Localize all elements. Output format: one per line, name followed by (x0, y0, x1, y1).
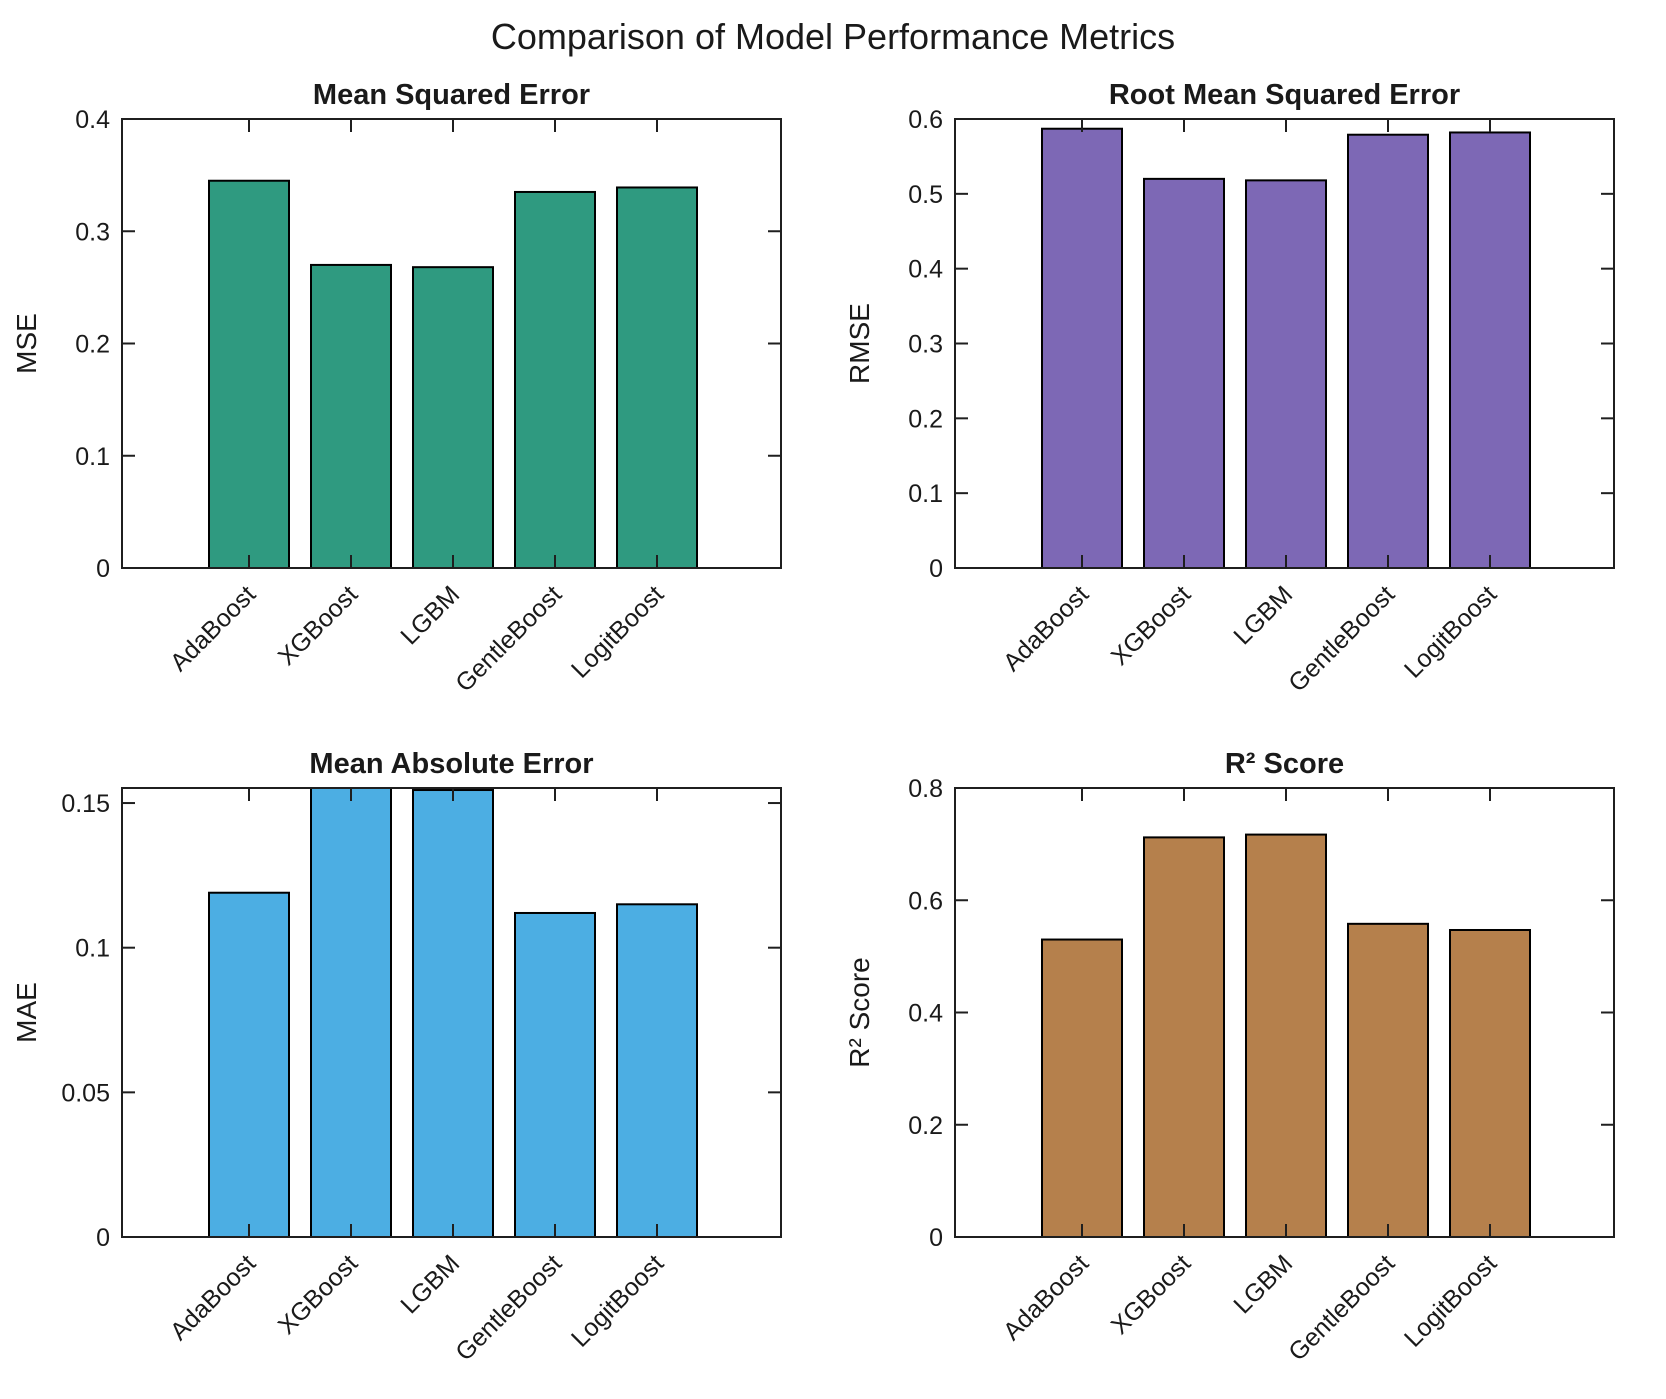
chart-title: Root Mean Squared Error (1109, 79, 1460, 111)
y-tick-label: 0.4 (908, 1000, 943, 1028)
x-tick-label: LGBM (1228, 580, 1298, 650)
subplot-mae: 0 0.05 0.1 0.15 AdaBoost XGBoost LGBM GentleBoo… (0, 727, 833, 1396)
y-tick-label: 0.2 (908, 1112, 943, 1140)
y-tick-label: 0.2 (75, 331, 110, 359)
y-axis-label: R² Score (844, 957, 875, 1067)
y-axis-label: MSE (11, 313, 42, 374)
bar (1041, 127, 1123, 569)
y-tick-label: 0.4 (75, 106, 110, 134)
bar (310, 787, 392, 1238)
y-tick-label: 0.4 (908, 256, 943, 284)
y-tick-label: 0.3 (908, 331, 943, 359)
bar (208, 179, 290, 570)
bar (616, 903, 698, 1238)
chart-title: Mean Absolute Error (309, 748, 593, 780)
bar (1143, 836, 1225, 1238)
y-tick-label: 0.2 (908, 405, 943, 433)
y-tick-label: 0.5 (908, 181, 943, 209)
y-tick-label: 0 (929, 555, 943, 583)
charts-grid: 0 0.1 0.2 0.3 0.4 AdaBoost XGBoost LGBM GentleBo… (0, 58, 1666, 1396)
y-tick-label: 0 (96, 1224, 110, 1252)
x-tick-label: XGBoost (1106, 580, 1197, 671)
x-tick-label: LogitBoost (566, 580, 669, 683)
chart-title: Mean Squared Error (313, 79, 590, 111)
x-tick-label: LogitBoost (566, 1249, 669, 1352)
bar-chart: 0 0.1 0.2 0.3 0.4 0.5 0.6 AdaBoost XGBoost LGBMGe… (844, 79, 1615, 698)
bar (1245, 833, 1327, 1239)
bar (412, 789, 494, 1239)
bar (514, 190, 596, 569)
y-axis-label: MAE (11, 982, 42, 1043)
y-tick-label: 0 (929, 1224, 943, 1252)
x-tick-label: XGBoost (273, 580, 364, 671)
y-tick-label: 0.8 (908, 775, 943, 803)
bar (1143, 177, 1225, 569)
subplot-mse: 0 0.1 0.2 0.3 0.4 AdaBoost XGBoost LGBM GentleBo… (0, 58, 833, 727)
x-tick-label: XGBoost (273, 1249, 364, 1340)
x-tick-label: XGBoost (1106, 1249, 1197, 1340)
x-tick-label: GentleBoost (450, 1249, 567, 1366)
x-tick-label: LGBM (395, 1249, 465, 1319)
y-tick-label: 0.3 (75, 218, 110, 246)
x-tick-label: AdaBoost (165, 580, 261, 676)
bar (412, 266, 494, 569)
bar (310, 263, 392, 570)
bar (1245, 179, 1327, 569)
x-tick-label: GentleBoost (450, 580, 567, 697)
figure-title: Comparison of Model Performance Metrics (490, 16, 1176, 57)
y-axis-label: RMSE (844, 303, 875, 384)
bar (208, 891, 290, 1238)
bar (1449, 131, 1531, 569)
bar (1347, 133, 1429, 569)
chart-title: R² Score (1225, 748, 1344, 780)
subplot-rmse: 0 0.1 0.2 0.3 0.4 0.5 0.6 AdaBoost XGBoost LGBM Ge… (833, 58, 1666, 727)
x-tick-label: LogitBoost (1399, 1249, 1502, 1352)
bar-chart: 0 0.2 0.4 0.6 0.8 AdaBoost XGBoost LGBMGentleBo… (844, 748, 1615, 1367)
y-tick-label: 0.1 (908, 480, 943, 508)
subplot-r2: 0 0.2 0.4 0.6 0.8 AdaBoost XGBoost LGBM GentleBo… (833, 727, 1666, 1396)
y-tick-label: 0.15 (61, 790, 110, 818)
x-tick-label: LGBM (395, 580, 465, 650)
bar (1347, 922, 1429, 1238)
bar (514, 911, 596, 1239)
x-tick-label: LGBM (1228, 1249, 1298, 1319)
bar-chart: 0 0.05 0.1 0.15 AdaBoost XGBoost LGBMGentleBoo… (11, 748, 782, 1367)
x-tick-label: AdaBoost (998, 1249, 1094, 1345)
x-tick-label: GentleBoost (1283, 580, 1400, 697)
y-tick-label: 0.6 (908, 887, 943, 915)
bar-chart: 0 0.1 0.2 0.3 0.4 AdaBoost XGBoost LGBMGentleBo… (11, 79, 782, 698)
plot-box (121, 787, 782, 1238)
x-tick-label: GentleBoost (1283, 1249, 1400, 1366)
y-tick-label: 0.05 (61, 1079, 110, 1107)
y-tick-label: 0 (96, 555, 110, 583)
y-tick-label: 0.1 (75, 443, 110, 471)
bar (1449, 928, 1531, 1238)
x-tick-label: LogitBoost (1399, 580, 1502, 683)
x-tick-label: AdaBoost (165, 1249, 261, 1345)
y-tick-label: 0.6 (908, 106, 943, 134)
bar (616, 186, 698, 569)
x-tick-label: AdaBoost (998, 580, 1094, 676)
y-tick-label: 0.1 (75, 935, 110, 963)
bar (1041, 938, 1123, 1238)
